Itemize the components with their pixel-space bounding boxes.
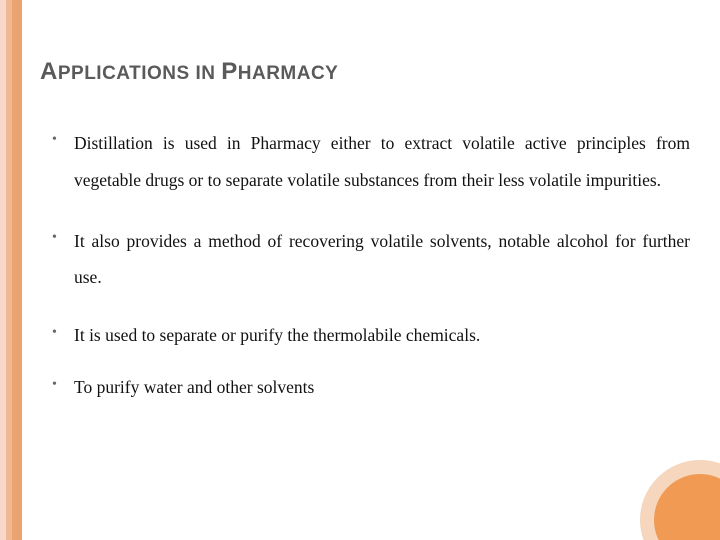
stripe-3	[12, 0, 22, 540]
bullet-item: It also provides a method of recovering …	[48, 223, 690, 297]
left-accent-stripes	[0, 0, 22, 540]
bullet-item: To purify water and other solvents	[48, 372, 690, 404]
slide-title: APPLICATIONS IN PHARMACY	[40, 50, 690, 87]
bullet-item: Distillation is used in Pharmacy either …	[48, 125, 690, 199]
corner-circle-decoration	[640, 460, 720, 540]
bullet-item: It is used to separate or purify the the…	[48, 320, 690, 352]
bullet-list: Distillation is used in Pharmacy either …	[40, 125, 690, 403]
slide-content: APPLICATIONS IN PHARMACY Distillation is…	[40, 50, 690, 423]
